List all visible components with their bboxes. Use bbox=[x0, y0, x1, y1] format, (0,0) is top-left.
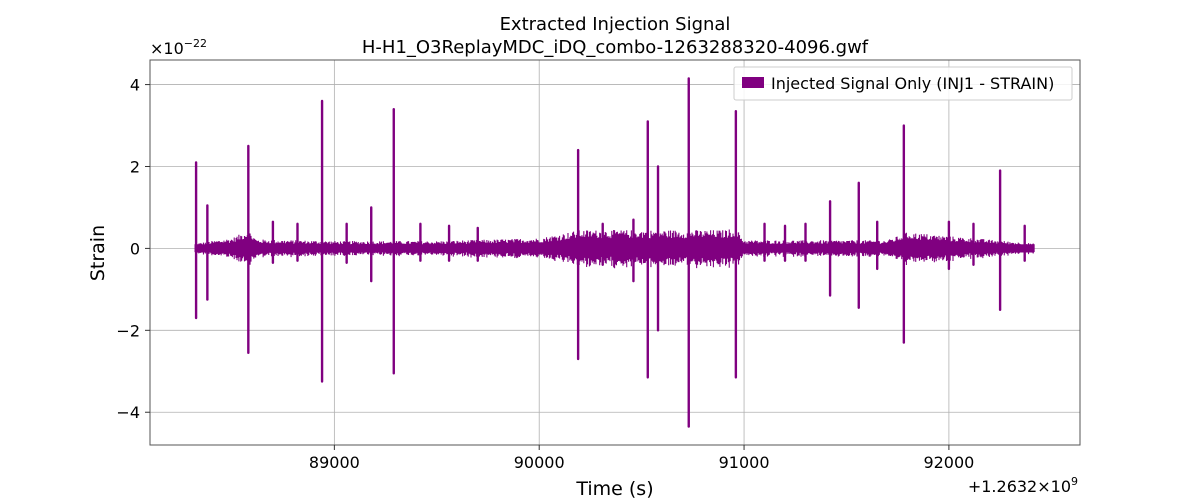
legend-box bbox=[733, 66, 1073, 101]
y-scale-label: ×10−22 bbox=[150, 37, 207, 58]
y-scale-exponent: −22 bbox=[184, 37, 207, 50]
x-tick-label: 92000 bbox=[923, 453, 974, 472]
chart-title: Extracted Injection Signal bbox=[500, 14, 731, 35]
legend: Injected Signal Only (INJ1 - STRAIN) bbox=[733, 66, 1073, 101]
y-axis-label: Strain bbox=[87, 225, 109, 281]
y-tick-label: 4 bbox=[130, 76, 140, 95]
x-tick-label: 89000 bbox=[309, 453, 360, 472]
y-tick-label: 2 bbox=[130, 157, 140, 176]
x-ticks: 89000 90000 91000 92000 bbox=[309, 445, 974, 472]
x-offset-label: +1.2632×109 bbox=[968, 475, 1078, 496]
x-tick-label: 90000 bbox=[514, 453, 565, 472]
y-tick-label: −4 bbox=[116, 403, 140, 422]
x-offset-base: +1.2632×10 bbox=[968, 477, 1071, 496]
y-tick-label: 0 bbox=[130, 239, 140, 258]
x-offset-exponent: 9 bbox=[1071, 475, 1078, 488]
signal-core-band bbox=[195, 244, 1035, 253]
x-tick-label: 91000 bbox=[719, 453, 770, 472]
plot-frame bbox=[149, 59, 1081, 446]
y-tick-label: −2 bbox=[116, 321, 140, 340]
legend-swatch bbox=[742, 77, 764, 88]
legend-label: Injected Signal Only (INJ1 - STRAIN) bbox=[771, 74, 1054, 93]
chart-subtitle: H-H1_O3ReplayMDC_iDQ_combo-1263288320-40… bbox=[362, 37, 869, 58]
y-ticks: −4 −2 0 2 4 bbox=[116, 76, 150, 422]
y-scale-base: ×10 bbox=[150, 39, 184, 58]
x-axis-label: Time (s) bbox=[575, 478, 653, 500]
signal-series bbox=[194, 77, 1035, 428]
